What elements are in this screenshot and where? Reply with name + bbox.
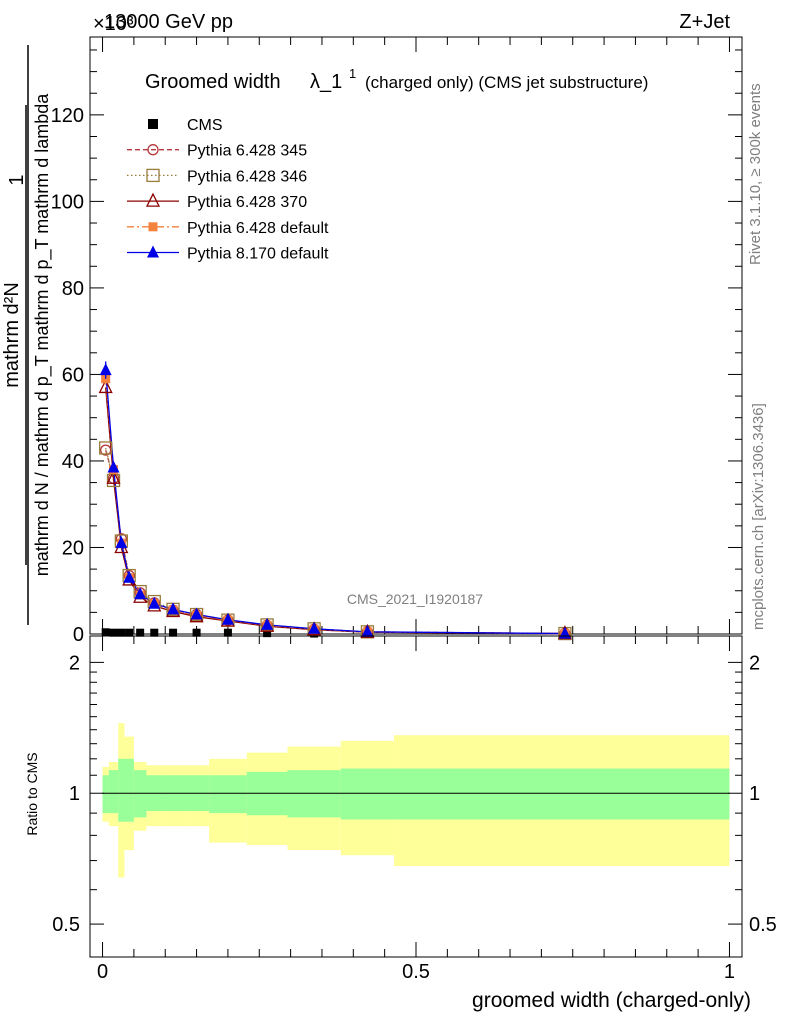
data-point (167, 602, 180, 615)
ratio-ylabel: Ratio to CMS (24, 752, 40, 835)
title-main: Groomed width (145, 71, 281, 93)
data-point (99, 441, 113, 455)
energy-label: 13000 GeV pp (104, 11, 233, 33)
series-line (105, 387, 565, 635)
inner-band-bin (209, 775, 247, 814)
exponent-label: ×10³ (93, 13, 134, 35)
ratio-panel: 0.5 0.5 1 1 2 2 0 0.5 1 (52, 635, 777, 983)
legend-label: Pythia 6.428 default (187, 220, 329, 237)
x-tick-label: 0 (97, 961, 108, 983)
ratio-y-tick-label: 1 (69, 783, 80, 805)
process-label: Z+Jet (679, 11, 730, 33)
data-point (100, 444, 112, 456)
data-point (109, 628, 118, 637)
ylabel-top: mathrm d²N (1, 282, 23, 388)
data-point (169, 628, 178, 637)
inner-band-bin (133, 770, 147, 818)
data-point (106, 473, 121, 488)
title-rest: (charged only) (CMS jet substructure) (365, 73, 648, 92)
mcplots-label: mcplots.cern.ch [arXiv:1306.3436] (750, 403, 767, 630)
data-point (147, 245, 159, 258)
data-point (223, 628, 232, 637)
data-point (98, 378, 113, 394)
ratio-y-tick-label: 2 (69, 652, 80, 674)
analysis-label: CMS_2021_I1920187 (347, 591, 483, 607)
inner-band-bin (287, 770, 341, 818)
y-tick-label: 100 (51, 191, 84, 213)
data-point (148, 596, 161, 609)
inner-band-bin (394, 768, 730, 820)
inner-band-bin (124, 758, 134, 822)
data-point (106, 469, 121, 484)
y-tick-label: 80 (62, 278, 84, 300)
data-point (146, 168, 160, 183)
legend: CMS Pythia 6.428 345 Pythia 6.428 346 Pythi… (127, 117, 329, 263)
rivet-label: Rivet 3.1.10, ≥ 300k events (747, 83, 764, 265)
legend-label: CMS (187, 117, 223, 134)
y-tick-label: 0 (73, 624, 84, 646)
data-point (101, 628, 110, 637)
ratio-y-tick-label-right: 2 (749, 652, 760, 674)
title-lambda: λ_1 (310, 71, 342, 93)
data-point (148, 222, 158, 232)
data-point (115, 536, 128, 549)
ratio-y-tick-label-right: 0.5 (749, 914, 777, 936)
series-line (105, 378, 565, 635)
data-point (261, 617, 274, 630)
data-point (192, 628, 201, 637)
data-point (150, 628, 159, 637)
data-point (147, 144, 159, 156)
plot-title: Groomed width λ_1 1 (charged only) (CMS … (145, 66, 648, 93)
data-point (117, 628, 126, 637)
ylabel-one: 1 (6, 174, 28, 185)
inner-band-bin (108, 770, 119, 814)
ratio-y-tick-label-right: 1 (749, 783, 760, 805)
data-point (107, 460, 120, 473)
legend-label: Pythia 6.428 346 (187, 168, 307, 185)
upper-ylabel: mathrm d²N 1 (1, 105, 27, 565)
inner-band-bin (340, 768, 395, 820)
data-point (308, 621, 321, 634)
y-tick-label: 20 (62, 537, 84, 559)
data-point (145, 192, 161, 207)
data-point (263, 629, 272, 638)
ylabel-denominator: mathrm d N / mathrm d p_T mathrm d p_T m… (32, 93, 53, 576)
series-line (105, 370, 565, 635)
legend-label: Pythia 6.428 345 (187, 143, 307, 160)
legend-label: Pythia 6.428 370 (187, 194, 307, 211)
upper-panel: 0 20 40 60 80 100 120 (51, 36, 743, 646)
inner-band-bin (118, 758, 125, 822)
data-point (148, 119, 158, 129)
inner-band-bin (102, 775, 109, 814)
data-point (123, 570, 136, 583)
data-point (125, 628, 134, 637)
x-axis-label: groomed width (charged-only) (472, 989, 751, 1012)
data-point (190, 607, 203, 620)
y-tick-label: 60 (62, 364, 84, 386)
data-point (136, 628, 145, 637)
title-sup: 1 (349, 66, 356, 81)
data-point (221, 612, 234, 625)
upper-ylabel-fraction: 1 mathrm d N / mathrm d p_T mathrm d p_T… (6, 45, 53, 625)
y-tick-label: 40 (62, 451, 84, 473)
data-point (361, 624, 374, 637)
legend-label: Pythia 8.170 default (187, 246, 329, 263)
x-tick-label: 1 (724, 961, 735, 983)
y-tick-label: 120 (51, 105, 84, 127)
x-tick-label: 0.5 (402, 961, 430, 983)
ratio-y-tick-label: 0.5 (52, 914, 80, 936)
data-point (134, 587, 147, 600)
